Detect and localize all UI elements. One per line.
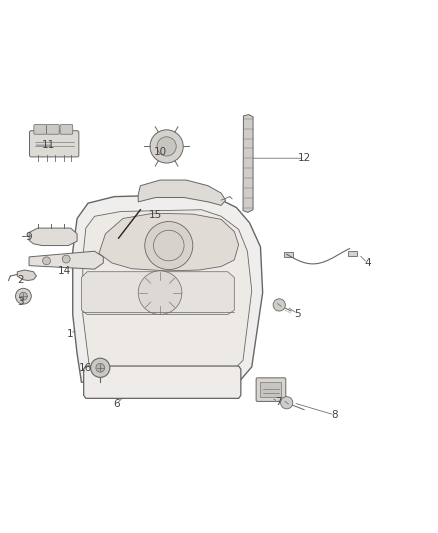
Circle shape [91, 358, 110, 377]
Text: 11: 11 [42, 140, 55, 150]
Bar [261, 382, 282, 398]
Polygon shape [138, 180, 226, 205]
Text: 16: 16 [79, 363, 92, 373]
FancyBboxPatch shape [34, 125, 46, 134]
Text: 2: 2 [17, 276, 24, 286]
Text: 5: 5 [294, 309, 301, 319]
FancyBboxPatch shape [60, 125, 73, 134]
Text: 3: 3 [17, 297, 24, 308]
Circle shape [138, 271, 182, 314]
Circle shape [150, 130, 183, 163]
Text: 12: 12 [297, 153, 311, 163]
Bar [348, 251, 357, 256]
Text: 10: 10 [153, 147, 166, 157]
Text: 4: 4 [364, 258, 371, 268]
Text: 8: 8 [332, 410, 338, 420]
Text: 9: 9 [26, 232, 32, 242]
Polygon shape [243, 115, 253, 212]
Circle shape [19, 292, 27, 300]
Text: 15: 15 [149, 210, 162, 220]
Text: 1: 1 [67, 329, 74, 339]
Bar [150, 379, 166, 389]
Circle shape [15, 288, 31, 304]
Polygon shape [29, 228, 77, 246]
Polygon shape [84, 366, 241, 398]
FancyBboxPatch shape [46, 125, 59, 134]
Polygon shape [83, 210, 252, 374]
Bar [183, 379, 198, 389]
Circle shape [281, 397, 293, 409]
Circle shape [96, 364, 105, 372]
Polygon shape [73, 195, 263, 382]
Text: 14: 14 [57, 266, 71, 276]
Circle shape [157, 137, 176, 156]
Polygon shape [99, 213, 239, 271]
FancyBboxPatch shape [256, 378, 286, 401]
Polygon shape [81, 272, 234, 314]
Polygon shape [29, 251, 103, 269]
Bar [284, 252, 293, 257]
Polygon shape [17, 270, 36, 280]
Text: 6: 6 [113, 399, 120, 409]
FancyBboxPatch shape [29, 131, 79, 157]
Circle shape [42, 257, 50, 265]
Text: 7: 7 [275, 397, 281, 407]
Circle shape [145, 222, 193, 270]
Bar [117, 379, 133, 389]
Circle shape [62, 255, 70, 263]
Circle shape [273, 299, 286, 311]
